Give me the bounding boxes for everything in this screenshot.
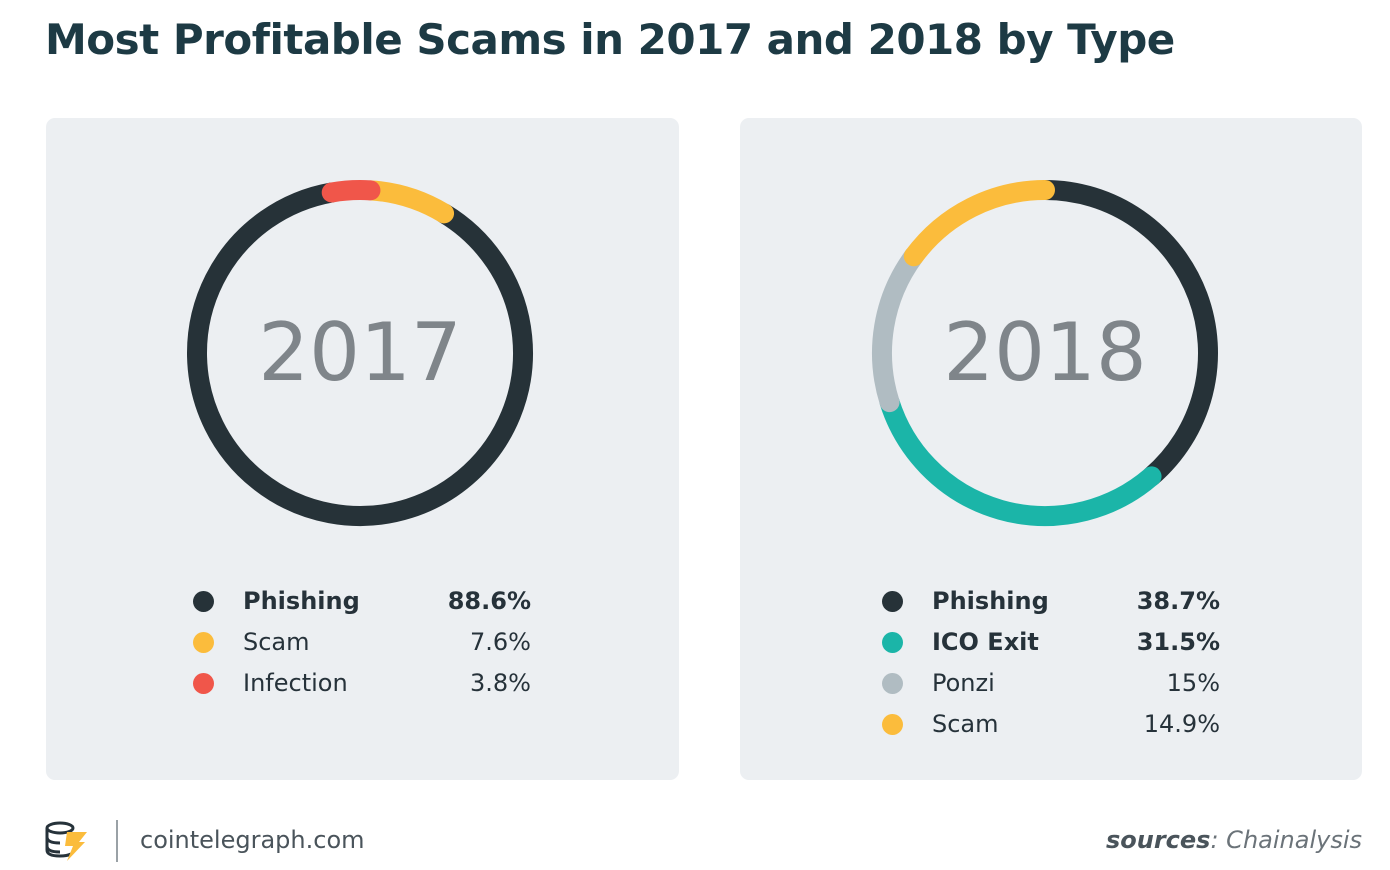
footer-divider: [116, 820, 118, 862]
legend-2017: Phishing 88.6% Scam 7.6% Infection 3.8%: [191, 581, 531, 704]
footer-site: cointelegraph.com: [140, 826, 365, 854]
legend-dot: [882, 673, 903, 694]
donut-segment-scam: [903, 180, 1055, 267]
legend-item-ico-exit: ICO Exit 31.5%: [880, 622, 1220, 663]
legend-value: 88.6%: [447, 587, 531, 615]
legend-label: Phishing: [932, 587, 1049, 615]
legend-item-phishing: Phishing 38.7%: [880, 581, 1220, 622]
legend-label: Infection: [243, 669, 348, 697]
donut-segment-phishing: [187, 182, 533, 526]
donut-2017-year: 2017: [258, 306, 462, 399]
legend-item-infection: Infection 3.8%: [191, 663, 531, 704]
legend-dot: [882, 714, 903, 735]
donut-segment-phishing: [1035, 180, 1218, 487]
legend-value: 7.6%: [470, 628, 531, 656]
chart-title: Most Profitable Scams in 2017 and 2018 b…: [45, 15, 1175, 64]
legend-value: 3.8%: [470, 669, 531, 697]
legend-item-ponzi: Ponzi 15%: [880, 663, 1220, 704]
legend-dot: [193, 632, 214, 653]
legend-label: Scam: [932, 710, 999, 738]
footer-sources: sources: Chainalysis: [1106, 823, 1362, 857]
donut-2018-segments: [872, 180, 1218, 526]
legend-label: Ponzi: [932, 669, 995, 697]
legend-dot: [882, 632, 903, 653]
donut-2017: 2017: [187, 180, 533, 526]
legend-value: 14.9%: [1143, 710, 1220, 738]
footer-sources-value: : Chainalysis: [1210, 826, 1362, 854]
donut-2017-segments: [187, 180, 533, 526]
cointelegraph-logo-icon: [45, 821, 87, 861]
legend-item-scam: Scam 14.9%: [880, 704, 1220, 745]
legend-label: ICO Exit: [932, 628, 1039, 656]
legend-item-scam: Scam 7.6%: [191, 622, 531, 663]
legend-value: 38.7%: [1136, 587, 1220, 615]
legend-label: Phishing: [243, 587, 360, 615]
legend-2018: Phishing 38.7% ICO Exit 31.5% Ponzi 15% …: [880, 581, 1220, 745]
legend-dot: [882, 591, 903, 612]
donut-segment-ponzi: [872, 246, 924, 413]
donut-2018: 2018: [872, 180, 1218, 526]
legend-dot: [193, 673, 214, 694]
legend-label: Scam: [243, 628, 310, 656]
donut-segment-infection: [321, 180, 381, 203]
footer-sources-key: sources: [1105, 826, 1211, 854]
panel-2017: 2017 Phishing 88.6% Scam 7.6% Infection …: [46, 118, 679, 780]
legend-item-phishing: Phishing 88.6%: [191, 581, 531, 622]
donut-2018-year: 2018: [943, 306, 1147, 399]
legend-value: 31.5%: [1136, 628, 1220, 656]
panel-2018: 2018 Phishing 38.7% ICO Exit 31.5% Ponzi…: [740, 118, 1362, 780]
legend-dot: [193, 591, 214, 612]
donut-segment-scam: [360, 180, 455, 224]
legend-value: 15%: [1166, 669, 1220, 697]
donut-segment-ico-exit: [879, 392, 1162, 526]
